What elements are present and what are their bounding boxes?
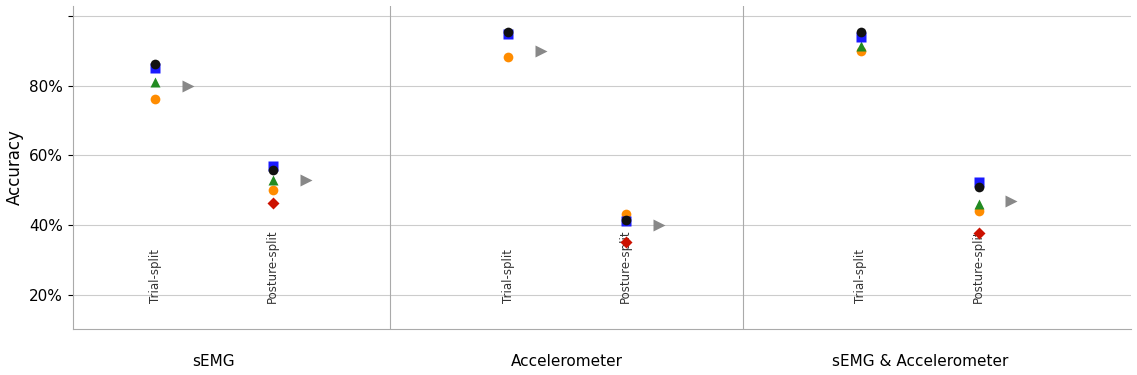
Text: Posture-split: Posture-split [266, 230, 280, 303]
Y-axis label: Accuracy: Accuracy [6, 129, 24, 206]
Text: Trial-split: Trial-split [501, 249, 515, 303]
Text: Trial-split: Trial-split [149, 249, 161, 303]
Text: Posture-split: Posture-split [620, 230, 632, 303]
Text: Trial-split: Trial-split [854, 249, 868, 303]
Text: Posture-split: Posture-split [972, 230, 985, 303]
